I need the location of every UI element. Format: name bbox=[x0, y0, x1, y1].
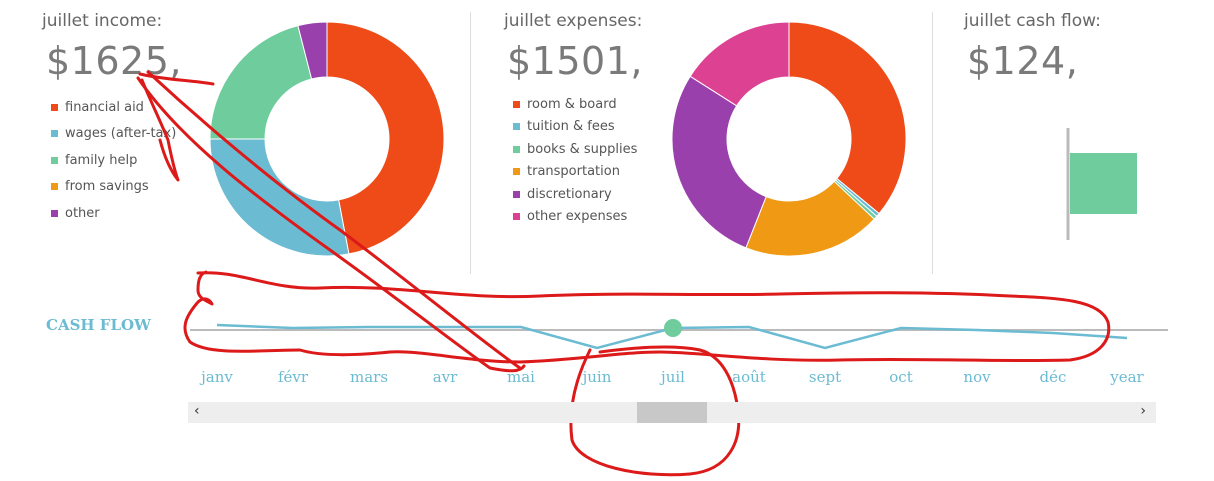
legend-item-wages: wages (after-tax) bbox=[51, 123, 176, 146]
month-4[interactable]: avr bbox=[432, 368, 458, 386]
scroll-thumb[interactable] bbox=[637, 402, 707, 423]
month-12[interactable]: déc bbox=[1039, 368, 1067, 386]
legend-item-other: other bbox=[51, 202, 176, 225]
month-10[interactable]: oct bbox=[889, 368, 913, 386]
cashflow-amount: $124, bbox=[967, 39, 1079, 83]
legend-item-transportation: transportation bbox=[513, 161, 637, 184]
month-13[interactable]: year bbox=[1110, 368, 1144, 386]
panel-divider bbox=[932, 12, 933, 274]
panel-divider bbox=[470, 12, 471, 274]
month-5[interactable]: mai bbox=[507, 368, 535, 386]
cashflow-bar bbox=[1070, 153, 1137, 214]
expenses-title: juillet expenses: bbox=[504, 11, 643, 31]
legend-label: financial aid bbox=[65, 99, 144, 115]
legend-swatch bbox=[51, 103, 58, 111]
legend-label: other bbox=[65, 205, 100, 221]
annotation-stroke-3 bbox=[136, 76, 526, 373]
legend-label: transportation bbox=[527, 164, 620, 180]
legend-swatch bbox=[513, 100, 520, 108]
income-slice-family-help bbox=[209, 25, 313, 140]
expenses-slice-other-expenses bbox=[689, 21, 790, 107]
month-1[interactable]: janv bbox=[201, 368, 233, 386]
legend-item-discretionary: discretionary bbox=[513, 183, 637, 206]
income-amount: $1625, bbox=[46, 39, 182, 83]
expenses-legend: room & board tuition & fees books & supp… bbox=[513, 93, 637, 228]
legend-swatch bbox=[513, 168, 520, 176]
income-title: juillet income: bbox=[42, 11, 163, 31]
income-legend: financial aid wages (after-tax) family h… bbox=[51, 96, 176, 225]
legend-swatch bbox=[513, 190, 520, 198]
legend-swatch bbox=[513, 145, 520, 153]
legend-swatch bbox=[513, 213, 520, 221]
income-slice-wages-after-tax bbox=[209, 138, 350, 257]
legend-item-from-savings: from savings bbox=[51, 176, 176, 199]
legend-label: wages (after-tax) bbox=[65, 126, 177, 142]
scroll-left-icon[interactable]: ‹ bbox=[194, 403, 200, 419]
annotation-stroke-5 bbox=[183, 270, 1111, 364]
month-11[interactable]: nov bbox=[963, 368, 991, 386]
month-8[interactable]: août bbox=[732, 368, 766, 386]
cash-flow-timeline-label: CASH FLOW bbox=[46, 316, 151, 334]
expenses-slice-room-board bbox=[788, 21, 907, 215]
month-2[interactable]: févr bbox=[277, 368, 309, 386]
expenses-amount: $1501, bbox=[507, 39, 643, 83]
legend-label: tuition & fees bbox=[527, 119, 615, 135]
legend-label: from savings bbox=[65, 179, 149, 195]
legend-item-room-board: room & board bbox=[513, 93, 637, 116]
legend-label: other expenses bbox=[527, 209, 628, 225]
legend-item-family-help: family help bbox=[51, 149, 176, 172]
timeline-scrollbar[interactable]: ‹ › bbox=[188, 402, 1156, 423]
cashflow-title: juillet cash flow: bbox=[964, 11, 1101, 31]
legend-swatch bbox=[51, 156, 58, 164]
legend-swatch bbox=[51, 209, 58, 217]
legend-item-books-supplies: books & supplies bbox=[513, 138, 637, 161]
month-3[interactable]: mars bbox=[349, 368, 389, 386]
annotation-stroke-2 bbox=[140, 78, 180, 182]
annotation-stroke-6 bbox=[569, 345, 741, 477]
legend-item-tuition-fees: tuition & fees bbox=[513, 116, 637, 139]
selected-month-marker bbox=[664, 319, 682, 337]
income-slice-other bbox=[297, 21, 328, 80]
legend-label: books & supplies bbox=[527, 141, 638, 157]
legend-item-other-expenses: other expenses bbox=[513, 206, 637, 229]
legend-swatch bbox=[513, 123, 520, 131]
legend-label: discretionary bbox=[527, 186, 612, 202]
legend-label: family help bbox=[65, 152, 138, 168]
legend-swatch bbox=[51, 130, 58, 138]
annotation-stroke-4 bbox=[146, 70, 522, 370]
legend-swatch bbox=[51, 183, 58, 191]
month-9[interactable]: sept bbox=[808, 368, 842, 386]
legend-item-financial-aid: financial aid bbox=[51, 96, 176, 119]
month-selector: janv févr mars avr mai juin juil août sept oct nov… bbox=[0, 368, 1214, 392]
month-7[interactable]: juil bbox=[661, 368, 685, 386]
month-6[interactable]: juin bbox=[582, 368, 612, 386]
annotation-stroke-1 bbox=[138, 72, 215, 86]
expenses-slice-discretionary bbox=[671, 75, 767, 249]
scroll-right-icon[interactable]: › bbox=[1140, 403, 1146, 419]
legend-label: room & board bbox=[527, 96, 617, 112]
income-slice-financial-aid bbox=[326, 21, 445, 255]
